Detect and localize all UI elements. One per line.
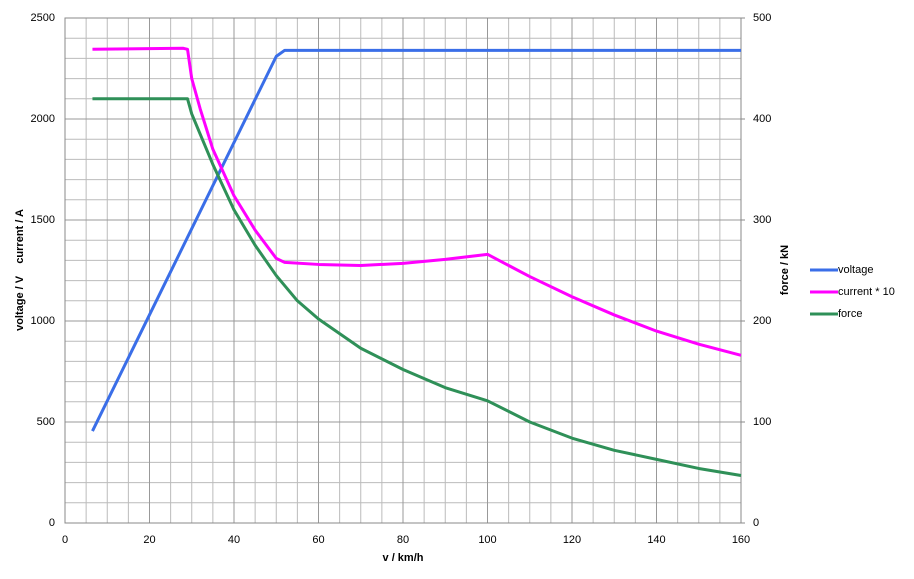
y2-tick-label: 0 [753, 517, 759, 529]
x-tick-label: 0 [62, 534, 68, 546]
y2-tick-label: 500 [753, 12, 771, 24]
x-tick-label: 140 [647, 534, 665, 546]
x-tick-label: 100 [478, 534, 496, 546]
x-tick-label: 40 [228, 534, 240, 546]
y2-tick-label: 100 [753, 416, 771, 428]
y-tick-label: 1000 [31, 315, 55, 327]
x-tick-label: 160 [732, 534, 750, 546]
y2-tick-label: 200 [753, 315, 771, 327]
x-axis-label: v / km/h [383, 552, 424, 564]
x-tick-label: 80 [397, 534, 409, 546]
y-tick-label: 500 [37, 416, 55, 428]
y-tick-label: 2000 [31, 113, 55, 125]
legend-label: current * 10 [838, 286, 895, 298]
plot-frame [64, 17, 742, 524]
y2-tick-label: 300 [753, 214, 771, 226]
series-line [92, 46, 742, 357]
y-tick-label: 1500 [31, 214, 55, 226]
series-line [92, 97, 742, 478]
y2-tick-label: 400 [753, 113, 771, 125]
y2-axis-label: force / kN [779, 245, 791, 295]
y-axis-label: voltage / V current / A [14, 209, 26, 331]
x-tick-label: 120 [563, 534, 581, 546]
series-line [91, 48, 741, 432]
y-tick-label: 2500 [31, 12, 55, 24]
y-tick-label: 0 [49, 517, 55, 529]
x-tick-label: 20 [143, 534, 155, 546]
legend-label: voltage [838, 264, 873, 276]
x-tick-label: 60 [312, 534, 324, 546]
legend-label: force [838, 308, 862, 320]
